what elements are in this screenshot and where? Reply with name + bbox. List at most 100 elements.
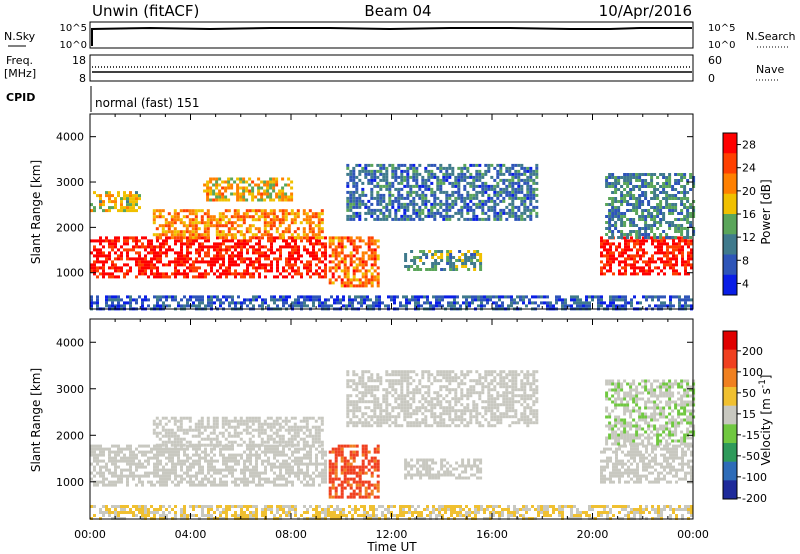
echo-cell [481, 172, 485, 176]
echo-cell [206, 183, 210, 187]
echo-cell [674, 188, 678, 191]
echo-cell [210, 462, 213, 466]
echo-cell [230, 215, 234, 219]
echo-cell [445, 193, 449, 197]
echo-cell [424, 199, 428, 203]
echo-cell [252, 468, 255, 472]
echo-cell [464, 265, 468, 268]
echo-cell [475, 169, 479, 173]
echo-cell [642, 236, 645, 240]
echo-cell [197, 227, 201, 231]
echo-cell [404, 265, 408, 268]
echo-cell [665, 221, 669, 224]
echo-cell [135, 239, 138, 243]
echo-cell [502, 187, 506, 191]
echo-cell [532, 196, 536, 200]
echo-cell [663, 254, 666, 258]
echo-cell [358, 269, 362, 273]
echo-cell [361, 281, 365, 285]
echo-cell [623, 215, 627, 218]
echo-cell [400, 181, 404, 185]
echo-cell [346, 208, 350, 212]
echo-cell [370, 190, 374, 194]
echo-cell [456, 301, 459, 305]
echo-cell [135, 468, 138, 472]
echo-cell [324, 480, 327, 484]
nsky-strip-frame [89, 21, 694, 49]
echo-cell [669, 298, 672, 302]
echo-cell [233, 180, 237, 184]
echo-cell [242, 218, 246, 222]
echo-cell [600, 272, 603, 276]
echo-cell [212, 416, 216, 420]
echo-cell [152, 218, 156, 222]
echo-cell [269, 227, 273, 231]
echo-cell [278, 218, 282, 222]
echo-cell [632, 185, 636, 188]
echo-cell [201, 480, 204, 484]
echo-cell [102, 263, 105, 267]
echo-cell [671, 221, 675, 224]
echo-cell [644, 215, 648, 218]
echo-cell [496, 217, 500, 221]
echo-cell [669, 263, 672, 267]
echo-cell [355, 424, 359, 428]
echo-cell [600, 269, 603, 273]
echo-cell [161, 209, 165, 213]
echo-cell [90, 444, 93, 448]
echo-cell [349, 444, 353, 448]
echo-cell [409, 199, 413, 203]
echo-cell [260, 195, 264, 199]
echo-cell [674, 224, 678, 227]
echo-cell [164, 230, 168, 234]
echo-cell [210, 269, 213, 273]
echo-cell [126, 456, 129, 460]
echo-cell [367, 480, 371, 484]
echo-cell [165, 236, 168, 240]
echo-cell [352, 254, 356, 258]
echo-cell [349, 486, 353, 490]
echo-cell [405, 298, 408, 302]
echo-cell [678, 239, 681, 243]
echo-cell [340, 242, 344, 246]
echo-cell [222, 254, 225, 258]
echo-cell [445, 208, 449, 212]
echo-cell [153, 465, 156, 469]
echo-cell [680, 191, 684, 194]
echo-cell [164, 416, 168, 420]
echo-cell [397, 166, 401, 170]
echo-cell [321, 260, 324, 264]
echo-cell [412, 175, 416, 179]
echo-cell [385, 169, 389, 173]
echo-cell [290, 212, 294, 216]
echo-cell [227, 419, 231, 423]
echo-cell [409, 214, 413, 218]
echo-cell [309, 295, 312, 299]
echo-cell [186, 275, 189, 279]
echo-cell [445, 166, 449, 170]
echo-cell [675, 272, 678, 276]
echo-cell [221, 419, 225, 423]
echo-cell [314, 425, 318, 429]
echo-cell [282, 459, 285, 463]
echo-cell [114, 298, 117, 302]
echo-cell [248, 419, 252, 423]
echo-cell [346, 409, 350, 413]
echo-cell [218, 236, 222, 240]
echo-cell [370, 489, 374, 493]
echo-cell [288, 251, 291, 255]
echo-cell [492, 295, 495, 299]
echo-cell [114, 465, 117, 469]
echo-cell [164, 218, 168, 222]
echo-cell [523, 205, 527, 209]
echo-cell [453, 295, 456, 299]
echo-cell [251, 180, 255, 184]
echo-cell [675, 242, 678, 246]
echo-cell [195, 477, 198, 481]
echo-cell [422, 253, 426, 256]
echo-cell [514, 205, 518, 209]
echo-cell [352, 184, 356, 188]
echo-cell [255, 450, 258, 454]
echo-cell [439, 214, 443, 218]
echo-cell [197, 422, 201, 426]
